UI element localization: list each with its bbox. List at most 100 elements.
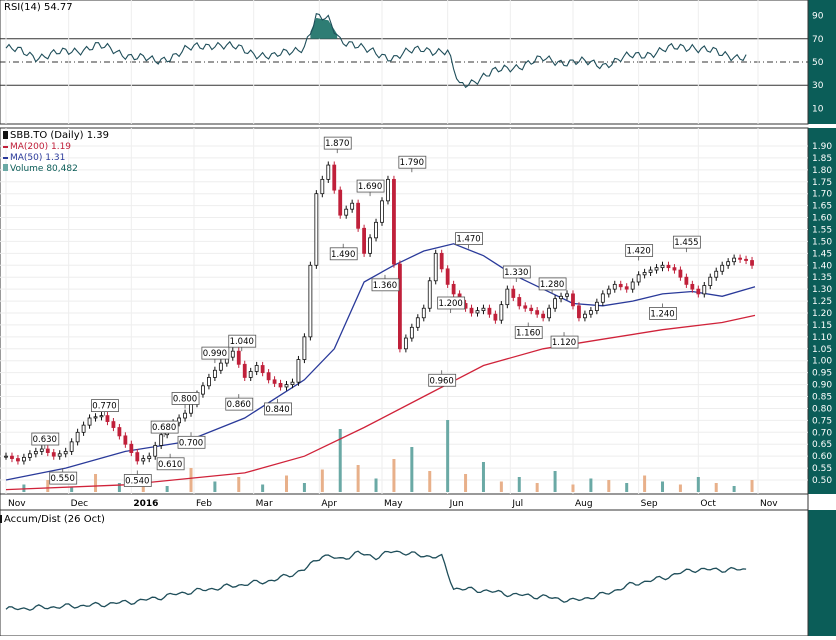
annotation-label: 0.990	[203, 349, 227, 359]
candle-body	[511, 288, 516, 298]
volume-bar	[481, 462, 485, 492]
annotation-box	[31, 432, 60, 446]
rsi-y-tick-label: 70	[812, 35, 824, 45]
price-y-tick-label: 0.85	[812, 393, 832, 403]
candle-body	[123, 435, 128, 445]
annotation-label: 1.790	[400, 158, 424, 168]
annotation-box	[264, 402, 292, 416]
volume-bar	[285, 475, 289, 492]
candle-body	[666, 264, 671, 269]
price-y-tick-label: 0.65	[812, 440, 832, 450]
candle-body	[87, 417, 92, 426]
x-axis-label: Mar	[256, 499, 273, 509]
candle-body	[421, 307, 426, 319]
price-y-tick-label: 1.75	[812, 178, 832, 188]
price-y-tick-label: 1.50	[812, 237, 832, 247]
candle-body	[308, 264, 313, 338]
price-y-tick-label: 0.60	[812, 452, 832, 462]
price-y-tick-label: 0.95	[812, 369, 832, 379]
ma200-legend-icon	[3, 146, 8, 148]
annotation-box	[228, 334, 257, 348]
candle-body	[39, 448, 44, 452]
volume-bar	[571, 484, 575, 492]
candle-body	[624, 286, 629, 290]
price-y-tick-label: 0.75	[812, 416, 832, 426]
volume-bar	[213, 481, 217, 492]
candle-body	[720, 264, 725, 272]
candle-body	[201, 385, 205, 395]
annotation-box	[49, 471, 78, 485]
candle-body	[117, 427, 122, 437]
candle-body	[272, 379, 277, 384]
ad-legend-icon	[0, 515, 2, 523]
annotation-label: 1.360	[373, 281, 397, 291]
candle-body	[642, 272, 647, 276]
volume-bar	[338, 429, 342, 492]
candle-body	[493, 313, 498, 321]
candle-body	[296, 359, 301, 383]
candle-body	[236, 350, 241, 365]
annotation-box	[538, 277, 567, 291]
volume-bar	[517, 477, 521, 492]
candle-body	[81, 424, 86, 433]
x-axis-strip	[0, 493, 809, 511]
candle-body	[135, 452, 140, 462]
candle-body	[218, 362, 223, 371]
annotation-label: 1.240	[650, 309, 674, 319]
candle-body	[284, 384, 289, 388]
price-y-tick-label: 1.85	[812, 154, 832, 164]
annotation-label: 1.420	[626, 247, 650, 257]
annotation-box	[625, 244, 654, 257]
volume-bar	[189, 468, 193, 492]
price-y-tick-label: 1.10	[812, 333, 832, 343]
candle-body	[177, 417, 181, 424]
price-y-tick-label: 1.60	[812, 214, 832, 224]
candle-body	[320, 178, 325, 195]
candle-body	[111, 421, 116, 428]
candle-body	[183, 412, 187, 419]
annotation-label: 0.680	[152, 423, 176, 433]
candle-body	[553, 298, 557, 309]
candle-body	[338, 189, 343, 216]
candle-body	[499, 304, 504, 321]
volume-bar	[165, 486, 169, 492]
volume-bar	[446, 420, 450, 492]
candle-body	[380, 200, 384, 223]
candle-body	[738, 257, 742, 260]
candle-body	[4, 455, 8, 458]
price-y-tick-label: 1.65	[812, 202, 832, 212]
annotation-box	[649, 307, 677, 320]
candle-body	[678, 269, 683, 278]
rsi-axis-strip	[808, 0, 836, 124]
price-y-tick-label: 1.25	[812, 297, 832, 307]
volume-bar	[117, 483, 121, 492]
price-y-tick-label: 0.80	[812, 404, 832, 414]
annotation-box	[225, 397, 254, 411]
candle-body	[445, 268, 450, 285]
annotation-box	[123, 474, 152, 487]
candle-body	[600, 293, 605, 303]
candle-body	[147, 455, 152, 459]
candle-body	[636, 274, 641, 283]
candle-body	[242, 363, 247, 378]
candle-body	[577, 305, 581, 319]
price-axis-strip	[808, 128, 836, 494]
price-y-tick-label: 0.90	[812, 381, 832, 391]
candle-body	[559, 295, 563, 300]
volume-bar	[661, 481, 665, 492]
volume-bar	[499, 481, 503, 492]
ad-legend: Accum/Dist (26 Oct)	[4, 514, 105, 525]
candle-body	[22, 456, 26, 462]
candle-body	[57, 453, 62, 457]
annotation-box	[398, 155, 427, 169]
annotation-label: 0.860	[227, 400, 251, 410]
candle-body	[33, 450, 38, 455]
candle-body	[696, 288, 701, 295]
candle-body	[690, 283, 695, 290]
candle-body	[588, 310, 593, 315]
candle-body	[583, 313, 587, 319]
price-y-tick-label: 1.80	[812, 166, 832, 176]
volume-bar	[392, 459, 396, 492]
volume-bar	[607, 480, 611, 492]
candle-body	[344, 208, 349, 216]
